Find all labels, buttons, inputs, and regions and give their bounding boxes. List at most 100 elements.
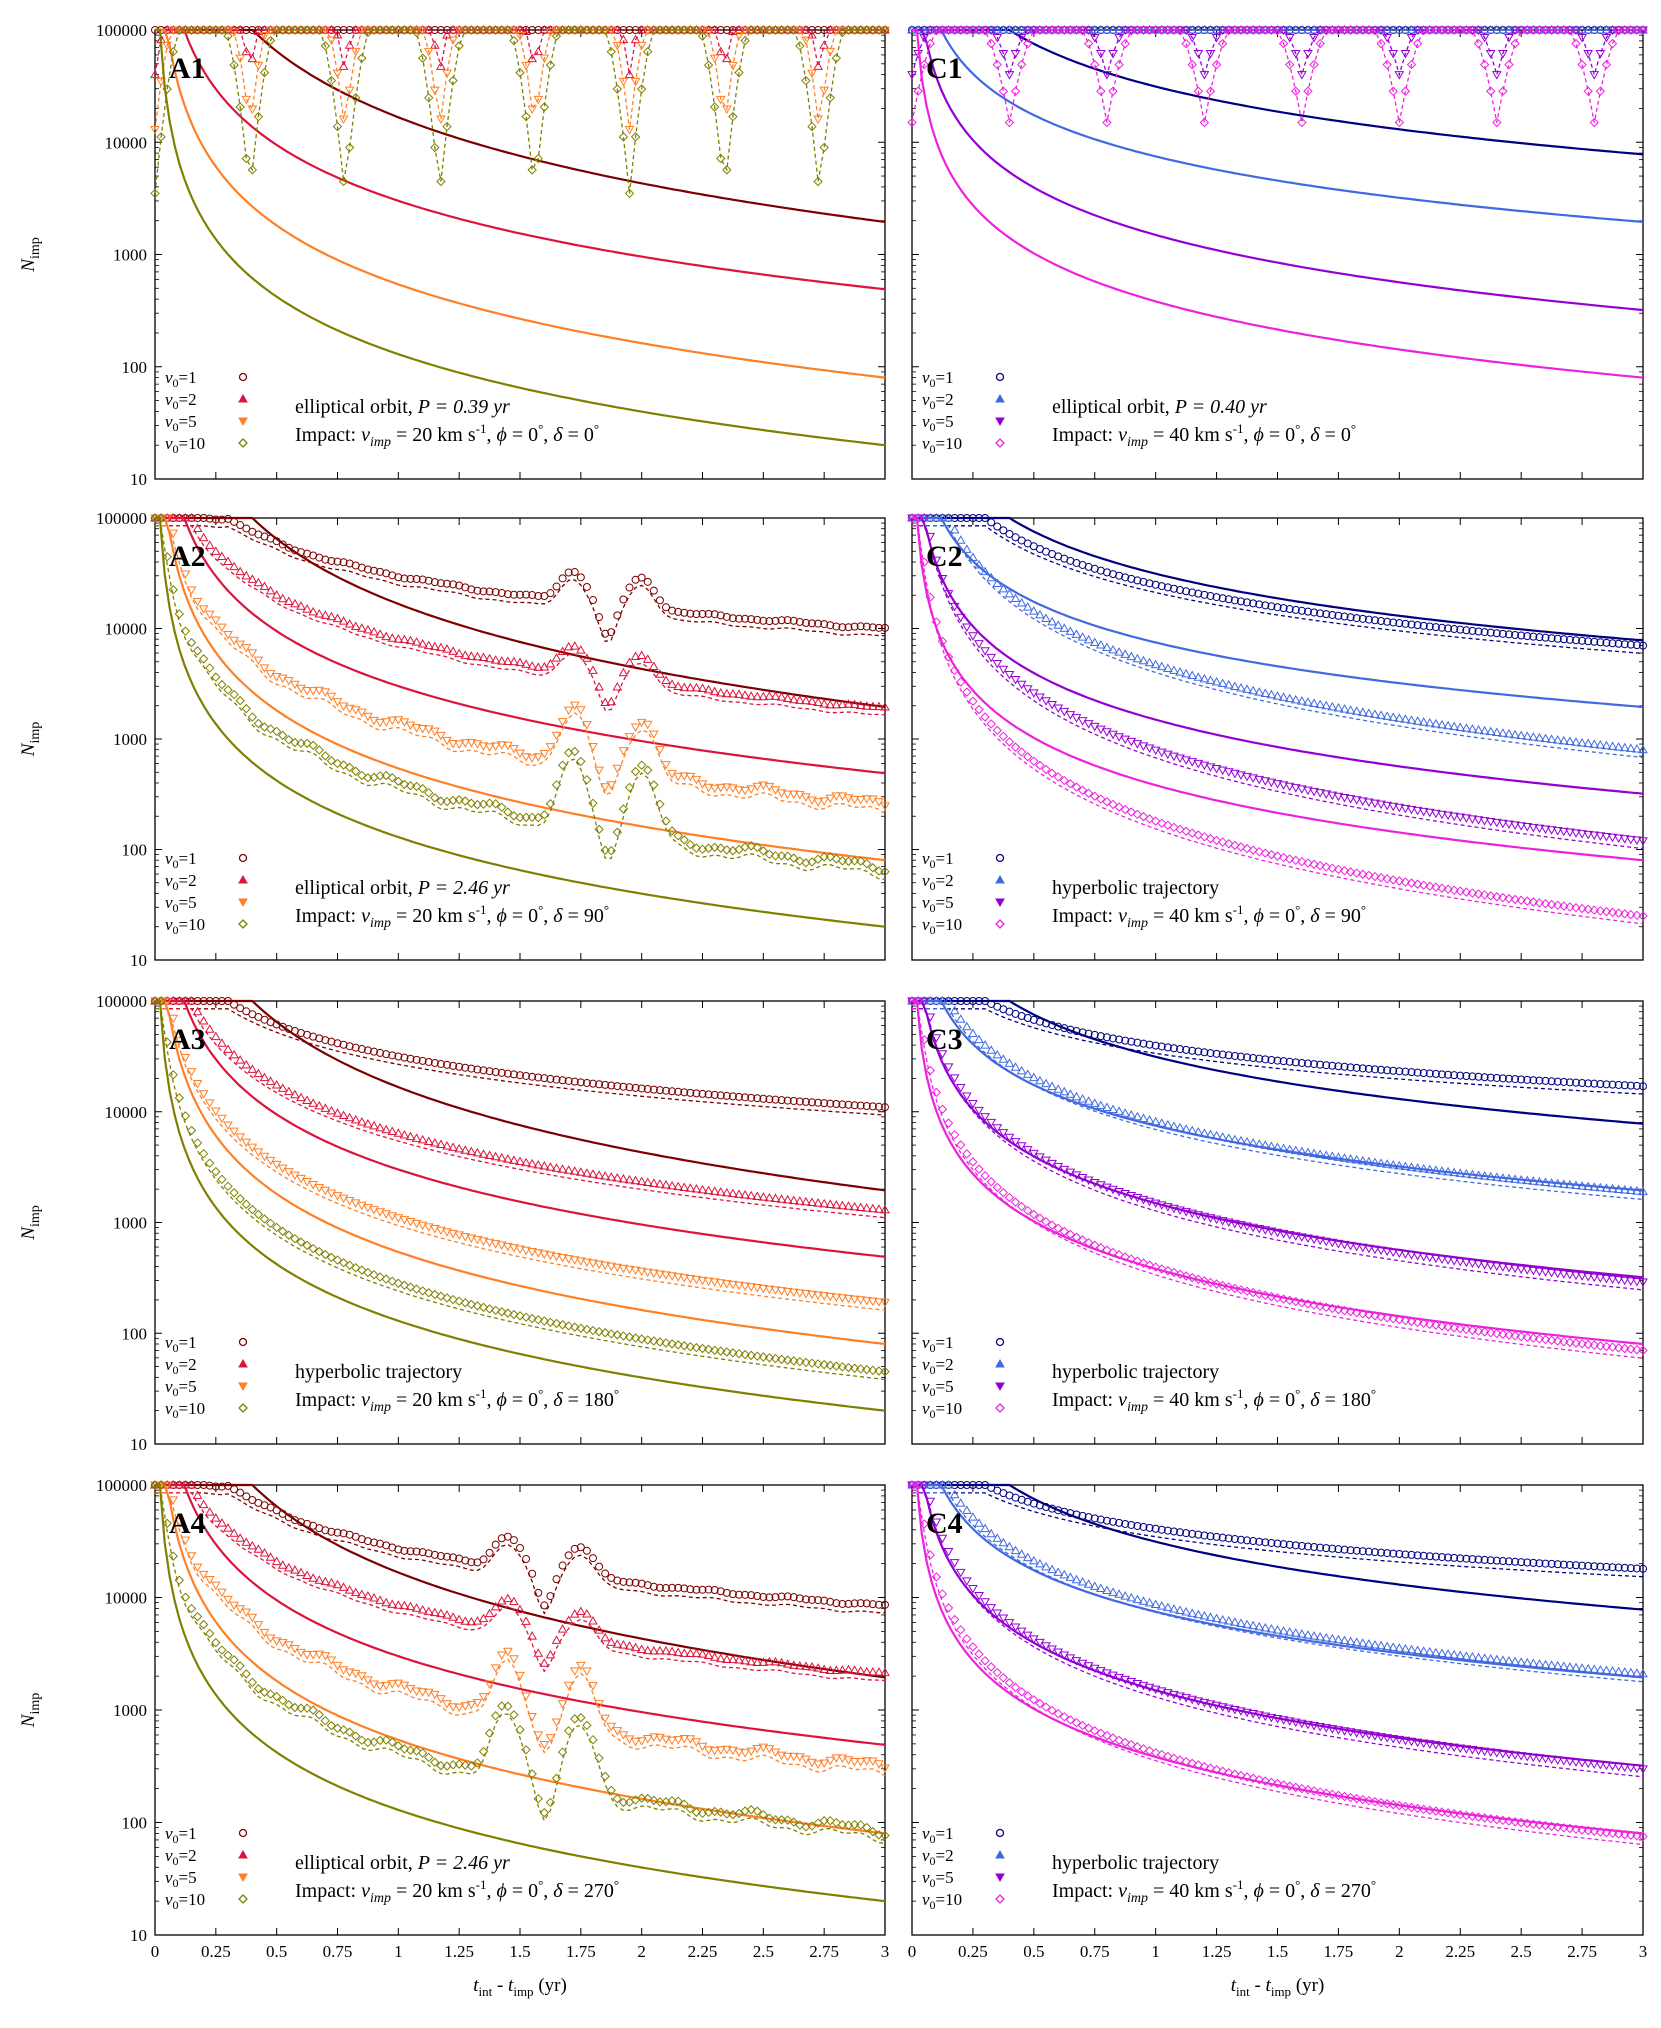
- sim-point: [356, 623, 367, 632]
- sim-point: [533, 753, 544, 762]
- sim-point: [855, 1202, 866, 1212]
- sim-point: [1406, 1316, 1417, 1327]
- sim-point: [1187, 1125, 1198, 1135]
- sim-point: [649, 1582, 658, 1591]
- sim-point: [539, 54, 550, 64]
- sim-point: [411, 1219, 422, 1229]
- sim-point: [1565, 25, 1575, 36]
- sim-point: [1315, 1236, 1326, 1246]
- sim-point: [1150, 746, 1161, 756]
- sim-point: [1316, 1543, 1325, 1552]
- sim-point: [618, 747, 629, 756]
- sim-point: [569, 1166, 580, 1175]
- sim-point: [1528, 1658, 1539, 1668]
- sim-point: [1120, 1675, 1131, 1685]
- sim-point: [253, 1209, 264, 1220]
- sim-point: [949, 1005, 960, 1015]
- sim-point: [521, 659, 531, 668]
- sim-point: [837, 699, 848, 708]
- dashed-line-C2-v0-1: [912, 525, 1644, 655]
- sim-point: [521, 61, 531, 71]
- sim-point: [320, 41, 331, 51]
- sim-point: [180, 626, 191, 636]
- sim-point: [710, 1585, 719, 1594]
- sim-point: [1157, 818, 1167, 828]
- sim-point: [1619, 742, 1630, 752]
- sim-point: [1309, 59, 1319, 70]
- sim-point: [1010, 1682, 1021, 1693]
- sim-point: [1346, 613, 1355, 622]
- legend-marker: [238, 919, 248, 929]
- sim-point: [673, 25, 683, 35]
- sim-point: [253, 26, 264, 35]
- sim-point: [448, 1142, 458, 1151]
- sim-point: [630, 766, 641, 777]
- sim-point: [381, 1274, 391, 1284]
- sim-point: [1127, 1520, 1136, 1529]
- sim-point: [259, 664, 270, 673]
- sim-point: [1413, 1551, 1422, 1560]
- sim-point: [564, 1076, 573, 1085]
- sim-point: [521, 1246, 531, 1256]
- sim-point: [308, 1243, 318, 1254]
- sim-point: [722, 1091, 731, 1100]
- sim-point: [1516, 730, 1527, 740]
- sim-point: [393, 1128, 404, 1137]
- sim-point: [557, 1320, 568, 1330]
- sim-point: [746, 691, 757, 700]
- sim-point: [618, 34, 629, 44]
- sim-point: [1016, 1687, 1027, 1697]
- sim-point: [1474, 1072, 1483, 1081]
- sim-point: [558, 1076, 567, 1085]
- sim-point: [961, 1092, 972, 1101]
- sim-point: [588, 1734, 598, 1745]
- sim-point: [931, 1572, 942, 1582]
- sim-point: [199, 997, 208, 1005]
- sim-point: [1010, 1138, 1021, 1147]
- sim-point: [326, 75, 337, 86]
- sim-point: [1114, 59, 1124, 70]
- sim-point: [943, 652, 954, 662]
- sim-point: [326, 1577, 337, 1587]
- sim-point: [782, 1287, 793, 1297]
- sim-point: [1565, 1757, 1575, 1767]
- sim-point: [1577, 830, 1587, 839]
- sim-point: [351, 1043, 360, 1052]
- sim-point: [1339, 704, 1350, 713]
- sim-point: [993, 522, 1002, 531]
- sim-point: [1327, 1303, 1338, 1314]
- sim-point: [1339, 1305, 1350, 1316]
- sim-point: [813, 1663, 823, 1672]
- sim-point: [1540, 1177, 1551, 1187]
- sim-point: [1607, 1342, 1618, 1352]
- sim-point: [1115, 571, 1124, 580]
- sim-point: [1364, 1244, 1374, 1254]
- sim-point: [1614, 1563, 1623, 1572]
- sim-point: [709, 686, 720, 696]
- sim-point: [1310, 608, 1319, 617]
- sim-point: [229, 561, 239, 571]
- sim-point: [356, 1201, 367, 1211]
- sim-point: [356, 1589, 367, 1598]
- sim-point: [1462, 626, 1471, 635]
- sim-point: [642, 720, 653, 730]
- sim-point: [907, 996, 917, 1006]
- impact-comma: ,: [486, 424, 496, 446]
- legend-v: v: [165, 1355, 173, 1374]
- sim-point: [1126, 651, 1137, 661]
- impact-delta-sym: δ: [1310, 905, 1320, 927]
- sim-point: [819, 1292, 830, 1301]
- sim-point: [1217, 1614, 1228, 1624]
- sim-point: [1595, 50, 1606, 59]
- sim-point: [986, 1528, 997, 1538]
- sim-point: [1540, 825, 1551, 834]
- sim-point: [721, 783, 732, 792]
- sim-point: [198, 25, 209, 35]
- sim-point: [849, 856, 860, 866]
- sim-point: [1175, 1269, 1185, 1279]
- sim-point: [302, 686, 312, 696]
- impact-exp: -1: [476, 421, 487, 436]
- sim-point: [192, 646, 203, 656]
- sim-point: [533, 1159, 544, 1169]
- legend-entry: v0=2: [165, 1846, 197, 1868]
